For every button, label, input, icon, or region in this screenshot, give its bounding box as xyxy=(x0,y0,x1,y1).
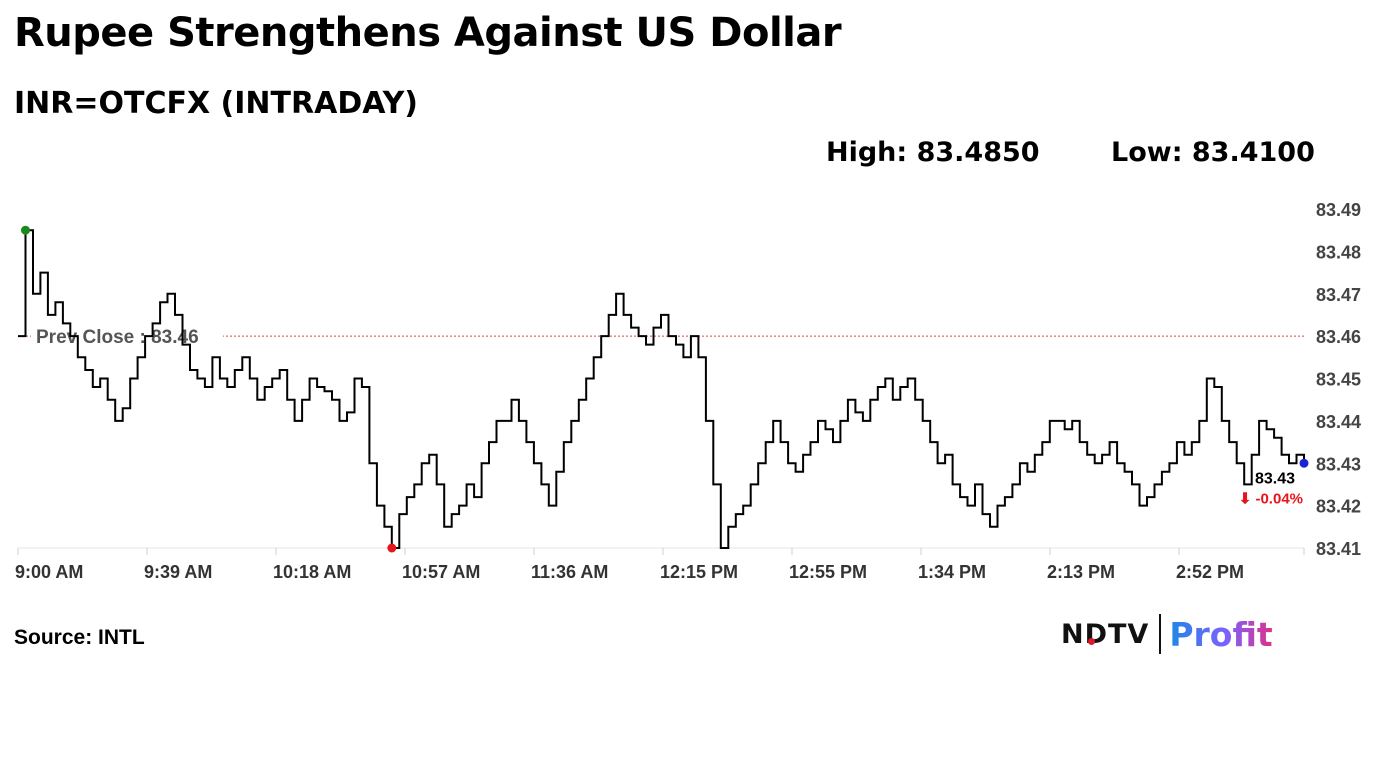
y-tick-label: 83.41 xyxy=(1316,539,1361,559)
logo-red-dot xyxy=(1088,637,1095,645)
chart-title: Rupee Strengthens Against US Dollar xyxy=(14,10,842,56)
price-series-line xyxy=(18,229,1305,549)
low-value: Low: 83.4100 xyxy=(1111,137,1315,168)
x-tick-label: 12:55 PM xyxy=(789,562,867,582)
x-tick-label: 9:39 AM xyxy=(144,562,212,582)
logo-ndtv-label: NDTV xyxy=(1061,618,1150,650)
logo-ndtv-text: NDTV xyxy=(1061,619,1149,650)
y-tick-label: 83.46 xyxy=(1316,327,1361,347)
intraday-line-chart: 9:00 AM 9:39 AM 10:18 AM 10:57 AM 11:36 AM 12… xyxy=(15,200,1361,582)
y-tick-label: 83.47 xyxy=(1316,285,1361,305)
y-tick-label: 83.42 xyxy=(1316,497,1361,517)
logo-profit-text: Profit xyxy=(1169,614,1273,654)
day-high-marker xyxy=(20,225,30,235)
x-tick-label: 2:52 PM xyxy=(1176,562,1244,582)
x-tick-label: 2:13 PM xyxy=(1047,562,1115,582)
y-tick-label: 83.48 xyxy=(1316,242,1361,262)
ndtv-profit-logo: NDTV Profit xyxy=(1061,612,1273,656)
y-tick-label: 83.49 xyxy=(1316,200,1361,220)
chart-subtitle: INR=OTCFX (INTRADAY) xyxy=(14,86,419,121)
last-price-marker xyxy=(1299,458,1309,468)
x-tick-label: 12:15 PM xyxy=(660,562,738,582)
prev-close-label-bg xyxy=(31,323,223,348)
x-tick-label: 9:00 AM xyxy=(15,562,83,582)
source-note: Source: INTL xyxy=(14,626,145,649)
last-price-label: 83.43 xyxy=(1255,470,1295,487)
prev-close-label: Prev Close : 83.46 xyxy=(36,327,199,348)
last-change-label: ⬇ -0.04% xyxy=(1239,490,1303,507)
logo-divider xyxy=(1159,614,1162,654)
x-tick-label: 1:34 PM xyxy=(918,562,986,582)
x-tick-label: 11:36 AM xyxy=(531,562,608,582)
x-tick-label: 10:57 AM xyxy=(402,562,480,582)
high-value: High: 83.4850 xyxy=(826,137,1040,168)
y-tick-label: 83.44 xyxy=(1316,412,1361,432)
x-tick-label: 10:18 AM xyxy=(273,562,351,582)
day-low-marker xyxy=(387,543,397,553)
y-tick-label: 83.45 xyxy=(1316,370,1361,390)
y-tick-label: 83.43 xyxy=(1316,454,1361,474)
